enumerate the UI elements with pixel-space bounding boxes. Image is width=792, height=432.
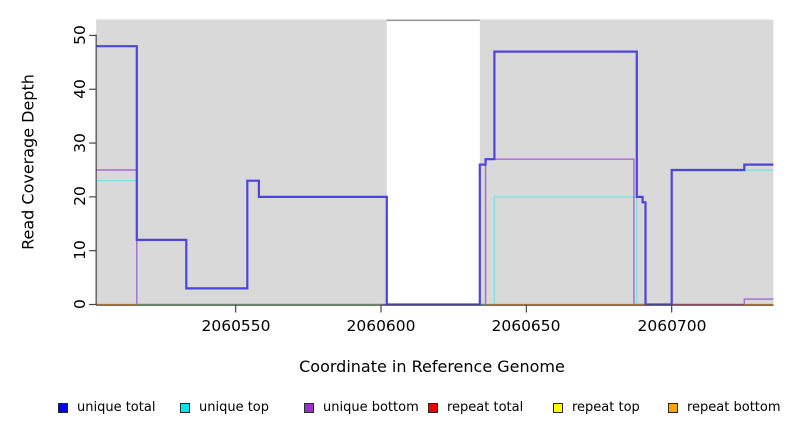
legend-item-unique-top: unique top <box>180 401 269 414</box>
legend-item-unique-total: unique total <box>58 401 155 414</box>
legend-item-repeat-total: repeat total <box>428 401 523 414</box>
unique-top-swatch-icon <box>180 402 190 413</box>
y-tick-label: 50 <box>71 25 89 45</box>
legend-label: repeat top <box>572 400 640 415</box>
legend-item-repeat-bottom: repeat bottom <box>668 401 781 414</box>
x-tick-label: 2060600 <box>346 317 416 335</box>
y-tick-label: 30 <box>71 133 89 153</box>
x-tick-label: 2060650 <box>491 317 561 335</box>
y-tick-label: 0 <box>71 299 89 309</box>
legend-label: unique bottom <box>323 400 419 415</box>
masked-region <box>386 20 480 305</box>
legend-label: repeat total <box>447 400 524 415</box>
y-tick-label: 10 <box>71 240 89 260</box>
x-tick-label: 2060700 <box>637 317 707 335</box>
y-tick-label: 20 <box>71 186 89 206</box>
legend-label: repeat bottom <box>687 400 781 415</box>
x-tick-label: 2060550 <box>201 317 271 335</box>
y-axis-title: Read Coverage Depth <box>18 74 38 250</box>
unique-bottom-swatch-icon <box>304 402 314 413</box>
y-tick-label: 40 <box>71 79 89 99</box>
unique-total-swatch-icon <box>58 402 68 413</box>
repeat-top-swatch-icon <box>553 402 563 413</box>
legend-label: unique top <box>199 400 270 415</box>
legend-label: unique total <box>77 400 156 415</box>
legend-item-unique-bottom: unique bottom <box>304 401 419 414</box>
repeat-bottom-swatch-icon <box>668 402 678 413</box>
repeat-total-swatch-icon <box>428 402 438 413</box>
legend-item-repeat-top: repeat top <box>553 401 640 414</box>
x-axis-title: Coordinate in Reference Genome <box>299 357 565 376</box>
